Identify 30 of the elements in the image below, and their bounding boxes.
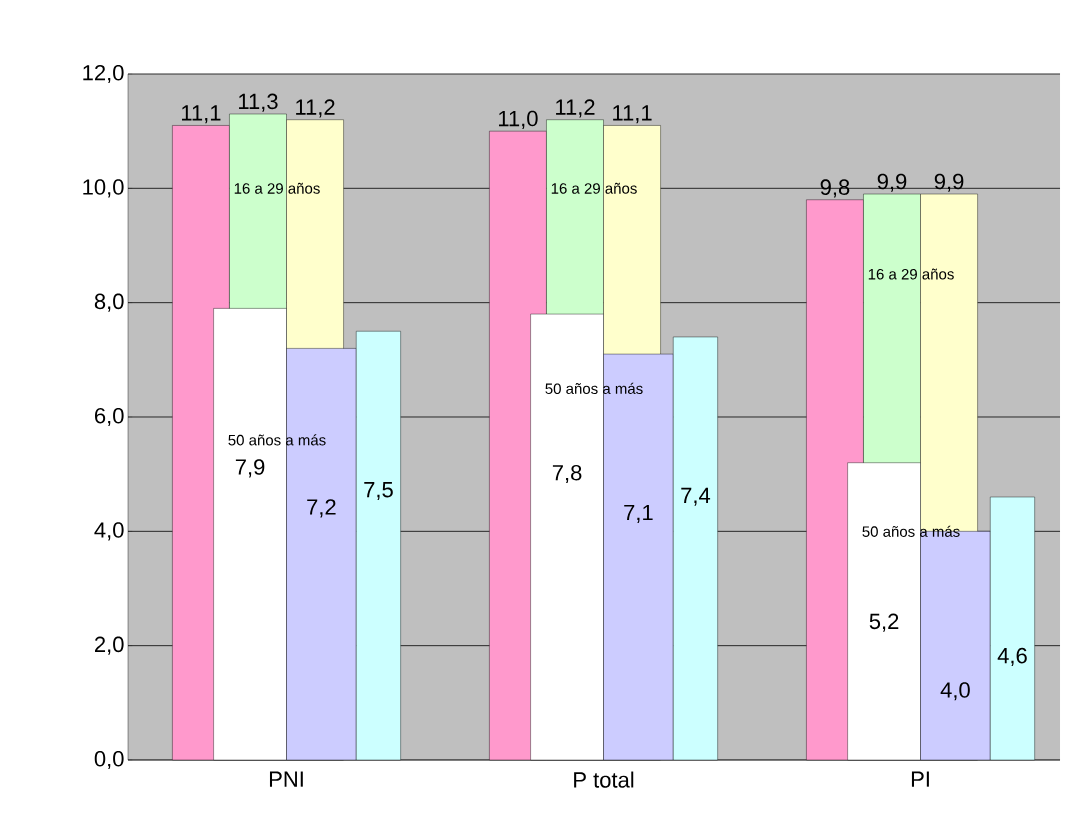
y-tick-label: 12,0 [83,64,124,84]
data-label: 11,0 [499,110,538,129]
data-label: 7,5 [364,482,393,501]
x-tick-label: PI [911,771,929,787]
annotation: 16 a 29 años [551,182,637,194]
x-tick-label: P total [574,771,634,788]
y-tick-label: 8,0 [94,293,124,312]
data-label: 4,6 [997,647,1027,667]
y-tick-label: 10,0 [83,179,124,198]
data-label: 7,8 [552,464,582,484]
data-label: 11,3 [239,93,278,112]
y-tick-label: 2,0 [95,636,124,655]
y-tick-label: 4,0 [94,522,124,541]
data-label: 7,4 [681,487,711,506]
data-label: 7,9 [235,459,265,478]
data-label: 9,9 [934,173,964,192]
data-label: 5,2 [869,613,899,632]
annotation: 16 a 29 años [868,268,954,280]
x-tick-label: PNI [269,771,303,787]
y-tick-label: 0,0 [94,750,124,770]
annotation: 16 a 29 años [234,182,320,194]
data-label: 11,2 [296,99,335,118]
data-label: 11,2 [556,99,595,118]
data-label: 11,1 [182,105,221,124]
y-tick-label: 6,0 [95,407,124,427]
data-label: 7,1 [624,504,653,523]
data-label: 11,1 [613,105,652,124]
data-label: 4,0 [940,682,970,701]
data-label: 9,9 [877,173,907,192]
data-label: 7,2 [307,499,336,518]
